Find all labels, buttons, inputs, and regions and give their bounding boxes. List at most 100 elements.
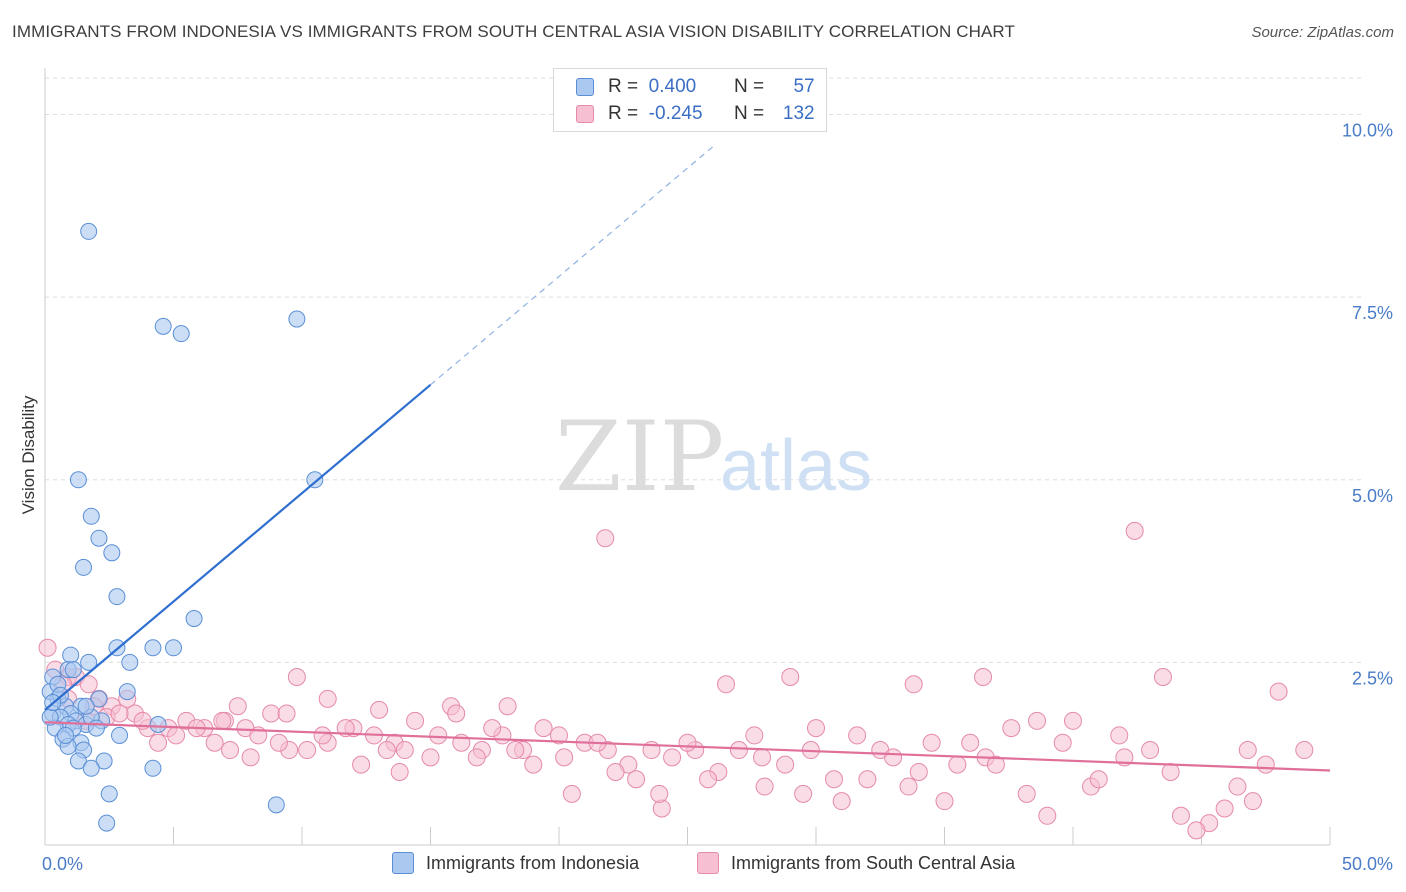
data-point-south-central-asia [986,755,1005,774]
data-point-south-central-asia [904,675,923,694]
bottom-legend-swatch-blue [392,852,414,874]
data-point-indonesia [144,759,162,777]
data-point-south-central-asia [1295,741,1314,760]
source-label: Source: ZipAtlas.com [1251,24,1394,41]
trend-line-indonesia [44,383,432,711]
indonesia-points [41,222,324,832]
data-point-indonesia [100,785,118,803]
data-point-south-central-asia [1238,741,1257,760]
data-point-south-central-asia [421,748,440,767]
data-point-indonesia [103,544,121,562]
data-point-south-central-asia [562,784,581,803]
data-point-south-central-asia [221,741,240,760]
data-point-indonesia [82,507,100,525]
data-point-south-central-asia [110,704,129,723]
data-point-south-central-asia [922,733,941,752]
data-point-south-central-asia [318,689,337,708]
data-point-south-central-asia [717,675,736,694]
data-point-south-central-asia [848,726,867,745]
data-point-south-central-asia [678,733,697,752]
data-point-south-central-asia [884,748,903,767]
data-point-south-central-asia [753,748,772,767]
data-point-south-central-asia [483,719,502,738]
data-point-south-central-asia [1125,521,1144,540]
data-point-south-central-asia [899,777,918,796]
legend-swatch-blue [576,78,594,96]
legend-n-value: 132 [782,103,815,124]
data-point-south-central-asia [663,748,682,767]
watermark-zip: ZIP [555,401,724,513]
data-point-south-central-asia [352,755,371,774]
legend-r-label: R = [608,103,639,124]
data-point-south-central-asia [498,697,517,716]
data-point-south-central-asia [974,667,993,686]
data-point-south-central-asia [596,529,615,548]
data-point-south-central-asia [550,726,568,745]
data-point-indonesia [267,796,285,814]
data-point-indonesia [80,222,98,240]
data-point-south-central-asia [228,697,247,716]
data-point-indonesia [77,697,95,715]
data-point-south-central-asia [627,770,646,789]
data-point-south-central-asia [1228,777,1247,796]
data-point-indonesia [87,719,105,737]
data-point-south-central-asia [390,762,409,781]
correlation-legend: R = 0.400 N = 57 R = -0.245 N = 132 [553,68,827,132]
legend-r-value: -0.245 [648,103,703,124]
data-point-south-central-asia [1064,711,1082,730]
trend-line-indonesia-extension [430,145,714,386]
data-point-south-central-asia [395,741,414,760]
bottom-legend-label: Immigrants from Indonesia [426,852,640,873]
y-tick-label: 5.0% [1352,486,1393,506]
bottom-legend-swatch-pink [697,852,719,874]
data-point-south-central-asia [1256,755,1275,774]
data-point-indonesia [118,683,136,701]
data-point-south-central-asia [909,762,928,781]
data-point-indonesia [108,588,126,606]
data-point-indonesia [75,558,93,576]
data-point-indonesia [149,715,167,733]
data-point-south-central-asia [1171,806,1190,825]
data-point-south-central-asia [781,667,800,686]
data-point-indonesia [165,639,182,657]
data-point-indonesia [80,653,98,671]
data-point-indonesia [144,639,162,657]
data-point-south-central-asia [429,726,448,745]
south-central-asia-points [38,521,1314,840]
y-tick-label: 7.5% [1352,303,1393,323]
data-point-south-central-asia [524,755,543,774]
data-point-south-central-asia [298,741,317,760]
data-point-south-central-asia [1017,784,1036,803]
legend-n-value: 57 [793,76,815,97]
data-point-indonesia [62,646,80,664]
data-point-south-central-asia [652,799,671,818]
data-point-south-central-asia [370,700,389,719]
data-point-south-central-asia [961,733,980,752]
data-point-indonesia [64,661,82,679]
y-tick-label: 10.0% [1342,121,1393,141]
data-point-south-central-asia [534,719,553,738]
data-point-south-central-asia [447,704,466,723]
data-point-south-central-asia [555,748,574,767]
data-point-south-central-asia [1269,682,1288,701]
data-point-indonesia [90,529,108,547]
legend-swatch-pink [576,105,594,123]
data-point-south-central-asia [277,704,296,723]
data-point-indonesia [185,610,203,628]
data-point-south-central-asia [794,784,813,803]
bottom-legend-indonesia: Immigrants from Indonesia [392,852,639,874]
data-point-south-central-asia [506,741,525,760]
data-point-south-central-asia [729,741,748,760]
data-point-south-central-asia [241,748,260,767]
data-point-south-central-asia [1053,733,1072,752]
data-point-south-central-asia [776,755,795,774]
data-point-south-central-asia [745,726,764,745]
data-point-indonesia [121,653,139,671]
data-point-indonesia [57,726,75,744]
data-point-south-central-asia [1089,770,1108,789]
bottom-legend-south-central-asia: Immigrants from South Central Asia [697,852,1015,874]
data-point-south-central-asia [858,770,877,789]
watermark-atlas: atlas [720,426,872,506]
data-point-south-central-asia [755,777,774,796]
